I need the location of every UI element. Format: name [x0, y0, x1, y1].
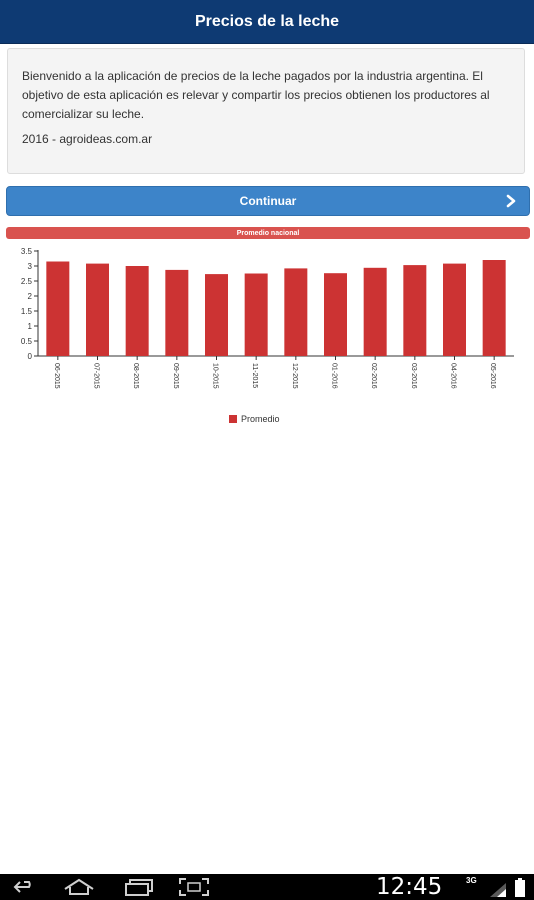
- legend-swatch: [229, 415, 237, 423]
- chart-bar: [86, 263, 109, 356]
- chart-bar: [165, 269, 189, 356]
- chart-bar: [244, 273, 268, 356]
- chart-bar: [46, 261, 70, 356]
- chart-bar: [443, 263, 466, 356]
- chart-bar: [363, 267, 387, 356]
- page-title: Precios de la leche: [194, 12, 340, 30]
- x-tick-label: 05-2016: [489, 363, 496, 389]
- y-tick-label: 0.5: [21, 337, 33, 346]
- y-tick-label: 2: [28, 292, 33, 301]
- x-tick-label: 04-2016: [450, 363, 457, 389]
- x-tick-label: 07-2015: [93, 363, 100, 389]
- x-tick-label: 01-2016: [331, 363, 338, 389]
- chart-bar: [482, 260, 506, 356]
- chevron-right-icon: [506, 194, 516, 208]
- chart-bar: [205, 274, 228, 356]
- section-title: Promedio nacional: [6, 227, 530, 239]
- battery-icon: [515, 878, 525, 897]
- chart-bar: [125, 266, 149, 356]
- y-tick-label: 3.5: [21, 247, 33, 256]
- home-icon[interactable]: [62, 878, 96, 896]
- continue-button-label: Continuar: [239, 194, 297, 208]
- x-tick-label: 02-2016: [370, 363, 377, 389]
- legend-label: Promedio: [241, 414, 280, 424]
- x-tick-label: 09-2015: [172, 363, 179, 389]
- bar-chart: 0 0.5 1 1.5 2 2.5 3 3.5 06-2015 07-2015 08-2015 09-…: [21, 247, 514, 424]
- back-icon[interactable]: [12, 878, 38, 896]
- screenshot-icon[interactable]: [178, 878, 210, 896]
- app-header: Precios de la leche: [0, 0, 534, 44]
- x-tick-label: 06-2015: [53, 363, 60, 389]
- y-tick-label: 1.5: [21, 307, 33, 316]
- status-time: 12:45: [376, 874, 443, 900]
- recent-apps-icon[interactable]: [120, 878, 154, 896]
- welcome-footer: 2016 - agroideas.com.ar: [22, 132, 153, 146]
- x-tick-label: 10-2015: [212, 363, 219, 389]
- y-tick-label: 1: [28, 322, 33, 331]
- x-tick-label: 08-2015: [132, 363, 139, 389]
- chart-bar: [403, 265, 427, 356]
- x-tick-label: 11-2015: [251, 363, 258, 388]
- y-tick-label: 2.5: [21, 277, 33, 286]
- y-tick-label: 3: [28, 262, 33, 271]
- system-nav-bar: 12:45 3G: [0, 874, 534, 900]
- x-tick-label: 03-2016: [410, 363, 417, 389]
- continue-button[interactable]: Continuar: [6, 186, 530, 216]
- welcome-panel: Bienvenido a la aplicación de precios de…: [7, 48, 525, 174]
- chart-bar: [324, 273, 347, 356]
- chart-bar: [284, 268, 308, 356]
- network-indicator: 3G: [466, 876, 477, 885]
- x-tick-label: 12-2015: [291, 363, 298, 389]
- welcome-text: Bienvenido a la aplicación de precios de…: [22, 69, 490, 121]
- y-tick-label: 0: [28, 352, 33, 361]
- signal-icon: [490, 883, 506, 897]
